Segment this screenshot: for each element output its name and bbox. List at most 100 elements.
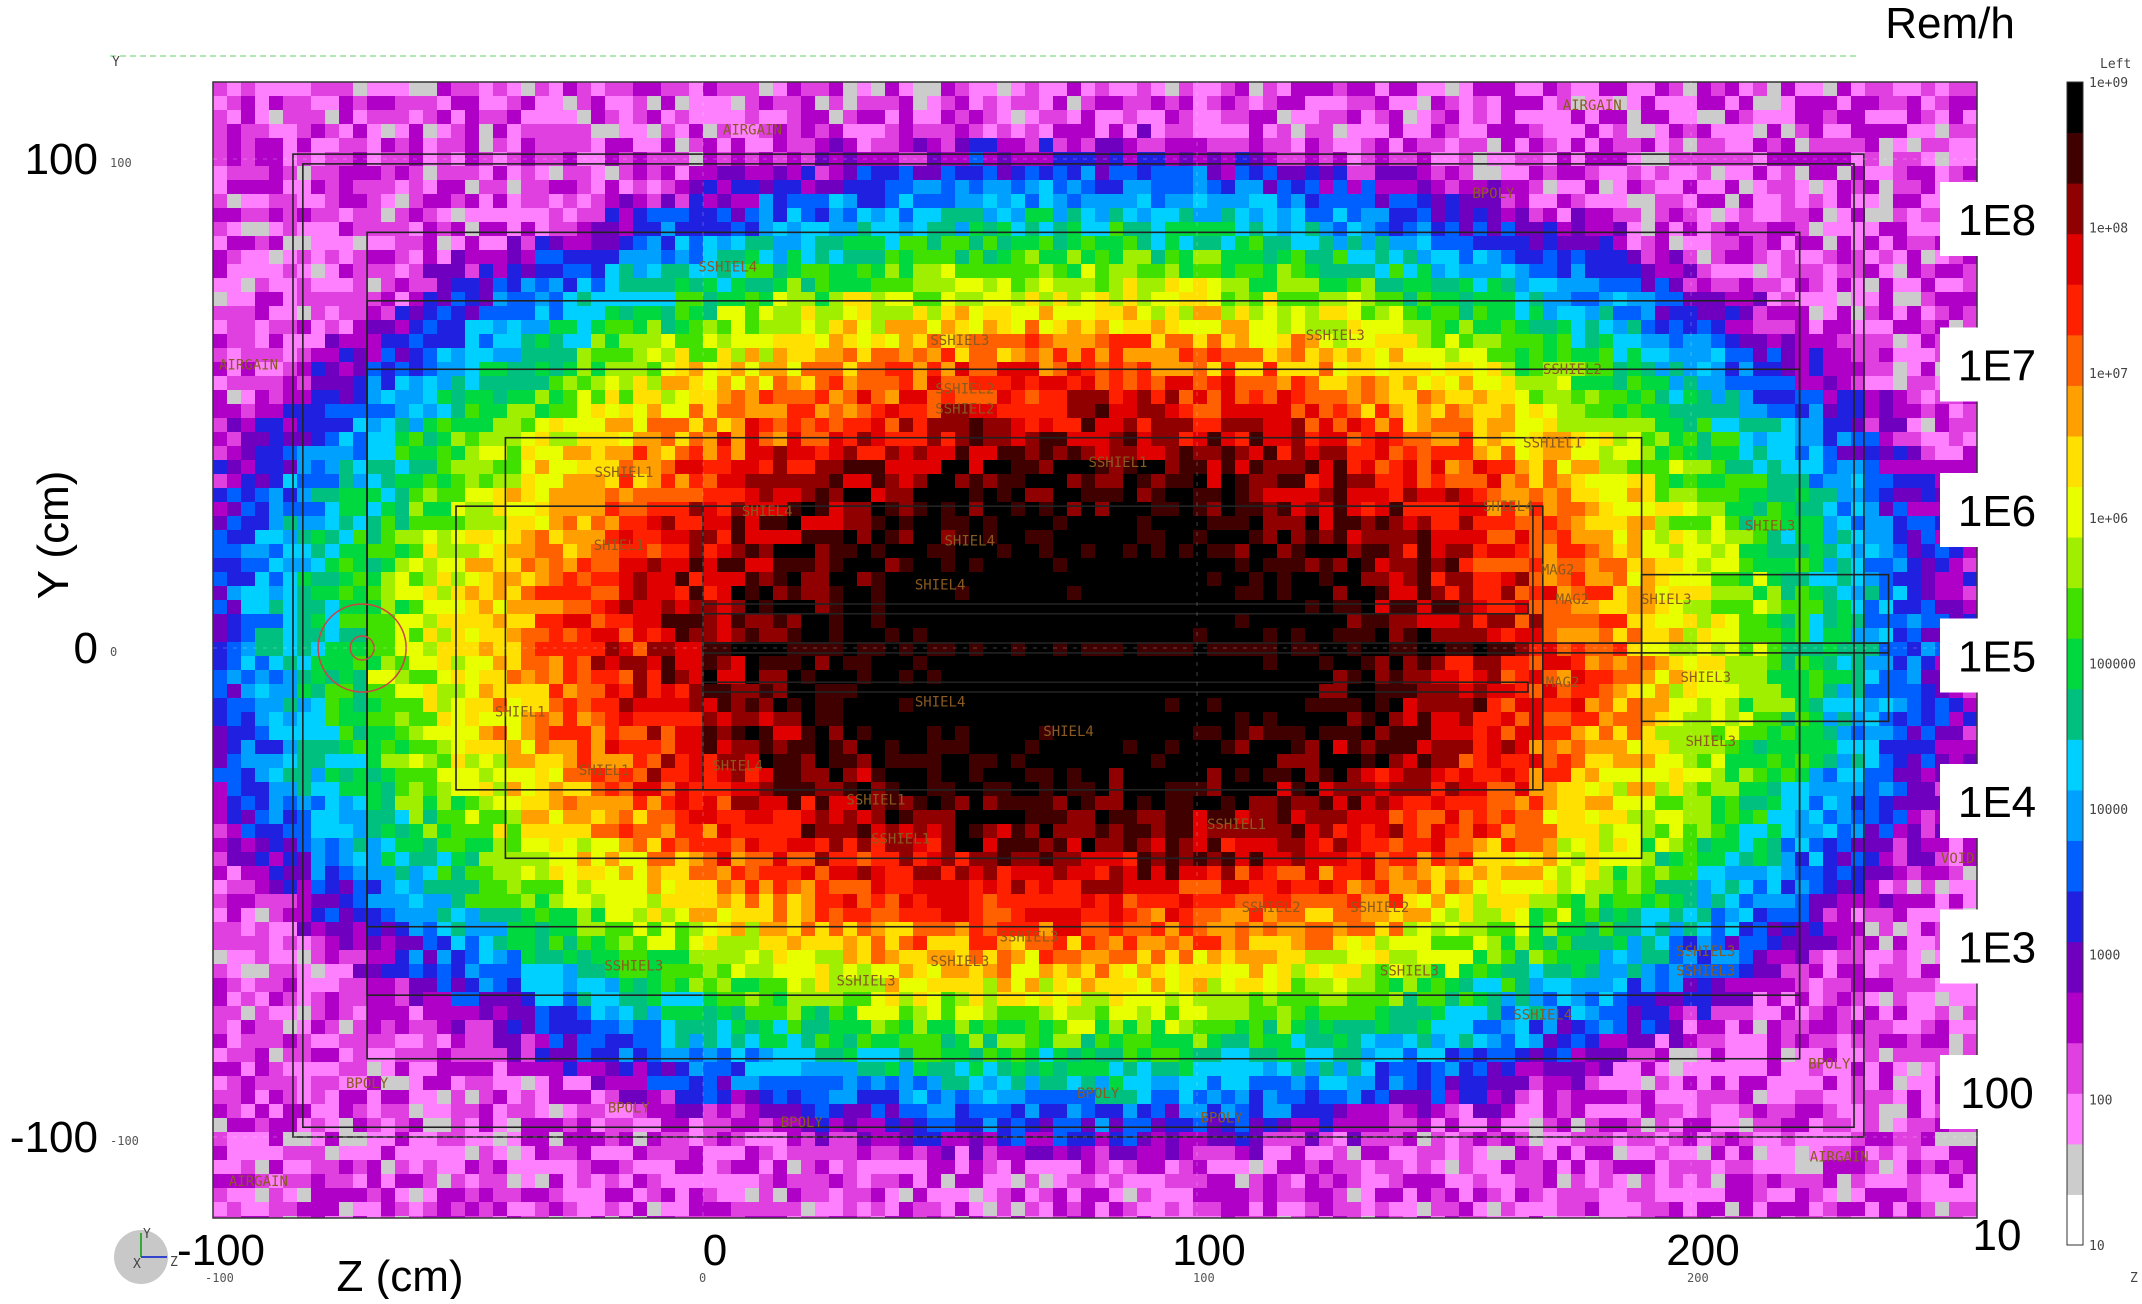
heat-cell [661,600,676,615]
heat-cell [815,516,830,531]
heat-cell [1865,180,1880,195]
heat-cell [1781,110,1796,125]
heat-cell [339,236,354,251]
heat-cell [269,194,284,209]
heat-cell [1809,488,1824,503]
heat-cell [1025,614,1040,629]
heat-cell [1067,138,1082,153]
heat-cell [339,334,354,349]
heat-cell [1109,572,1124,587]
heat-cell [409,474,424,489]
heat-cell [1249,530,1264,545]
heat-cell [1207,250,1222,265]
heat-cell [1249,502,1264,517]
heat-cell [1571,180,1586,195]
heat-cell [1543,166,1558,181]
heat-cell [1347,586,1362,601]
heat-cell [983,418,998,433]
heat-cell [367,278,382,293]
heat-cell [605,96,620,111]
heat-cell [661,586,676,601]
heat-cell [339,362,354,377]
heat-cell [1305,390,1320,405]
heat-cell [1403,474,1418,489]
heat-cell [927,418,942,433]
heat-cell [913,278,928,293]
heat-cell [1725,180,1740,195]
heat-cell [843,516,858,531]
heat-cell [1823,600,1838,615]
heat-cell [1907,348,1922,363]
heat-cell [955,600,970,615]
heat-cell [1515,460,1530,475]
heat-cell [1263,348,1278,363]
heat-cell [325,250,340,265]
heat-cell [241,530,256,545]
heat-cell [1375,488,1390,503]
heat-cell [885,166,900,181]
heat-cell [661,516,676,531]
heat-cell [1067,390,1082,405]
heat-cell [1879,488,1894,503]
heat-cell [1277,82,1292,97]
heat-cell [703,530,718,545]
heat-cell [1375,460,1390,475]
heat-cell [1193,474,1208,489]
heat-cell [1165,306,1180,321]
heat-cell [1697,558,1712,573]
heat-cell [1585,474,1600,489]
heat-cell [885,250,900,265]
heat-cell [213,110,228,125]
heat-cell [493,236,508,251]
heat-cell [1109,432,1124,447]
heat-cell [591,446,606,461]
heat-cell [1543,404,1558,419]
heat-cell [1697,320,1712,335]
heat-cell [241,432,256,447]
heat-cell [1249,110,1264,125]
heat-cell [787,110,802,125]
heat-cell [773,530,788,545]
heat-cell [1039,544,1054,559]
heat-cell [227,530,242,545]
heat-cell [1683,250,1698,265]
heat-cell [423,82,438,97]
heat-cell [1417,586,1432,601]
heat-cell [353,348,368,363]
heat-cell [787,82,802,97]
heat-cell [605,404,620,419]
heat-cell [549,194,564,209]
heat-cell [1725,194,1740,209]
heat-cell [1613,600,1628,615]
heat-cell [1473,460,1488,475]
heat-cell [353,96,368,111]
heat-cell [227,110,242,125]
heat-cell [1753,306,1768,321]
heat-cell [829,138,844,153]
heat-cell [1907,82,1922,97]
heat-cell [647,124,662,139]
heat-cell [843,348,858,363]
heat-cell [1263,404,1278,419]
heat-cell [1109,306,1124,321]
heat-cell [409,124,424,139]
heat-cell [1389,544,1404,559]
heat-cell [1879,544,1894,559]
heat-cell [507,320,522,335]
heat-cell [1725,278,1740,293]
heat-cell [1823,348,1838,363]
heat-cell [395,572,410,587]
heat-cell [339,432,354,447]
heat-cell [1403,124,1418,139]
heat-cell [1263,530,1278,545]
heat-cell [1907,110,1922,125]
heat-cell [633,180,648,195]
heat-cell [1137,222,1152,237]
heat-cell [1879,278,1894,293]
heat-cell [829,334,844,349]
heat-cell [437,614,452,629]
heat-cell [507,194,522,209]
heat-cell [983,278,998,293]
heat-cell [1291,236,1306,251]
heat-cell [983,194,998,209]
